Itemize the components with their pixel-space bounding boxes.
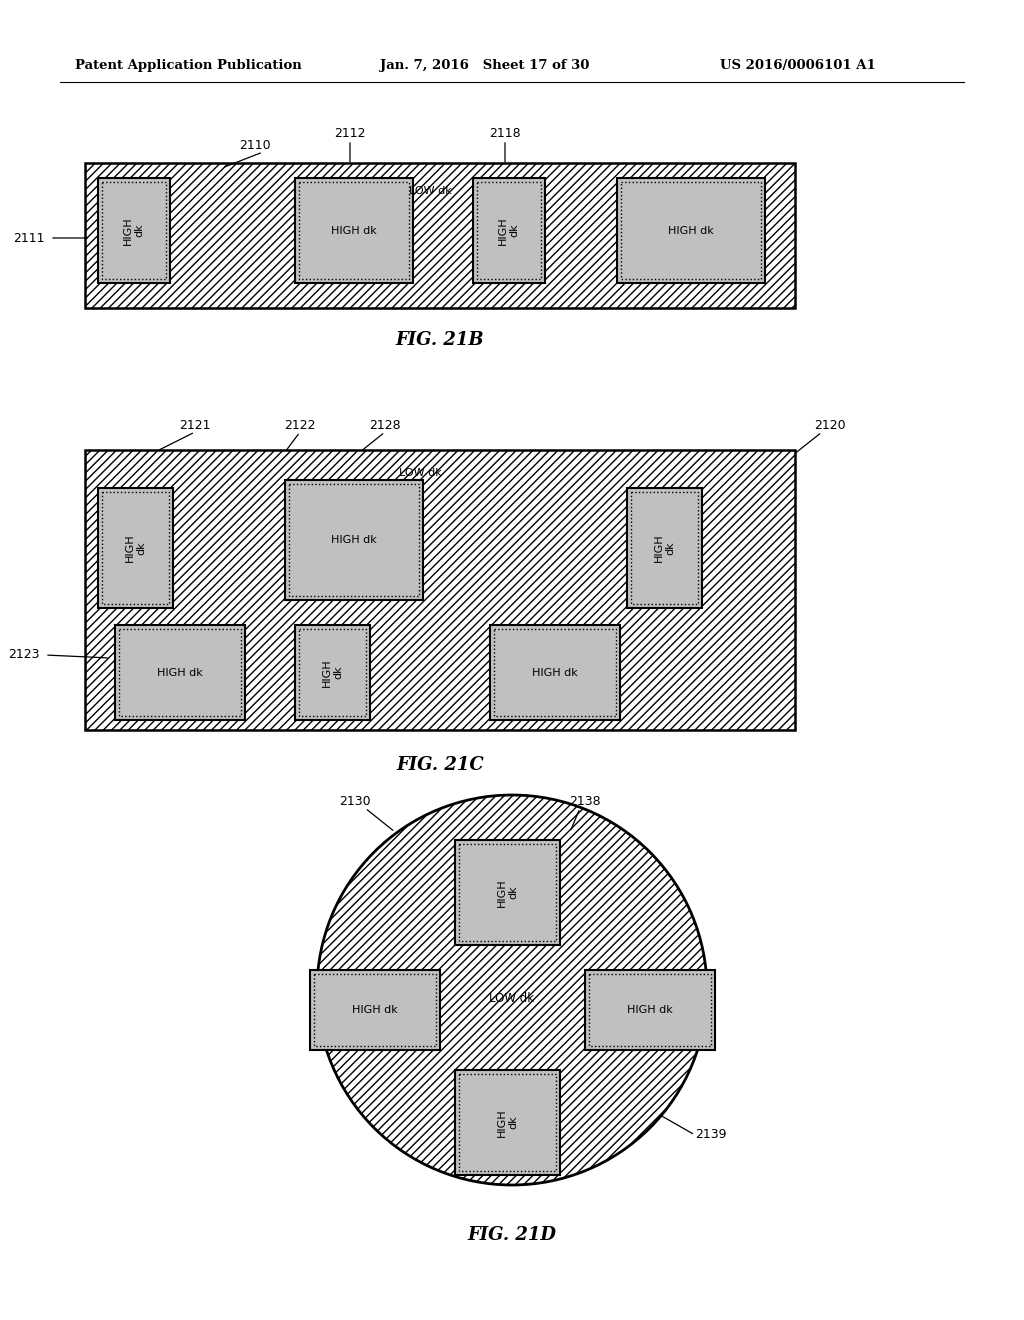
Text: 2130: 2130 [339,795,371,808]
Text: HIGH
dk: HIGH dk [499,216,520,244]
Text: HIGH dk: HIGH dk [331,226,377,235]
Text: FIG. 21D: FIG. 21D [468,1226,556,1243]
Bar [102,492,169,605]
Bar [98,488,173,609]
Bar [102,182,166,279]
Text: LOW dk: LOW dk [409,186,452,195]
Text: HIGH dk: HIGH dk [627,1005,673,1015]
Text: 2122: 2122 [285,418,315,432]
Bar [314,974,436,1045]
Bar [589,974,711,1045]
Text: 2112: 2112 [334,127,366,140]
Bar [627,488,702,609]
Text: 2111: 2111 [13,231,45,244]
Text: Jan. 7, 2016   Sheet 17 of 30: Jan. 7, 2016 Sheet 17 of 30 [380,58,590,71]
Bar [299,630,366,715]
Bar [477,182,541,279]
Bar [490,624,620,719]
Text: 2118: 2118 [489,127,521,140]
Text: HIGH
dk: HIGH dk [497,878,518,907]
Bar [295,178,413,282]
Bar [455,1071,560,1175]
Bar [631,492,698,605]
Text: HIGH dk: HIGH dk [668,226,714,235]
Bar [455,840,560,945]
Bar [585,970,715,1049]
Bar [98,178,170,282]
Bar [85,450,795,730]
Text: 2123: 2123 [8,648,40,661]
Text: LOW dk: LOW dk [398,469,441,478]
Bar [85,162,795,308]
Bar [285,480,423,601]
Text: HIGH
dk: HIGH dk [123,216,144,244]
Bar [119,630,241,715]
Circle shape [317,795,707,1185]
Bar [295,624,370,719]
Text: 2138: 2138 [569,795,601,808]
Text: 2120: 2120 [814,418,846,432]
Text: HIGH
dk: HIGH dk [322,659,343,686]
Text: Patent Application Publication: Patent Application Publication [75,58,302,71]
Bar [621,182,761,279]
Bar [115,624,245,719]
Text: HIGH
dk: HIGH dk [497,1109,518,1137]
Text: 2121: 2121 [179,418,211,432]
Bar [289,484,419,597]
Text: FIG. 21B: FIG. 21B [395,331,484,348]
Text: HIGH dk: HIGH dk [331,535,377,545]
Text: US 2016/0006101 A1: US 2016/0006101 A1 [720,58,876,71]
Bar [459,843,556,941]
Bar [617,178,765,282]
Text: HIGH dk: HIGH dk [352,1005,398,1015]
Text: HIGH
dk: HIGH dk [125,533,146,562]
Text: HIGH dk: HIGH dk [532,668,578,677]
Text: LOW dk: LOW dk [489,991,535,1005]
Text: 2128: 2128 [370,418,400,432]
Text: 2139: 2139 [695,1129,726,1142]
Bar [473,178,545,282]
Bar [459,1074,556,1171]
Text: FIG. 21C: FIG. 21C [396,756,484,774]
Bar [310,970,440,1049]
Text: 2110: 2110 [240,139,270,152]
Bar [299,182,409,279]
Bar [494,630,616,715]
Text: HIGH dk: HIGH dk [157,668,203,677]
Text: HIGH
dk: HIGH dk [653,533,675,562]
